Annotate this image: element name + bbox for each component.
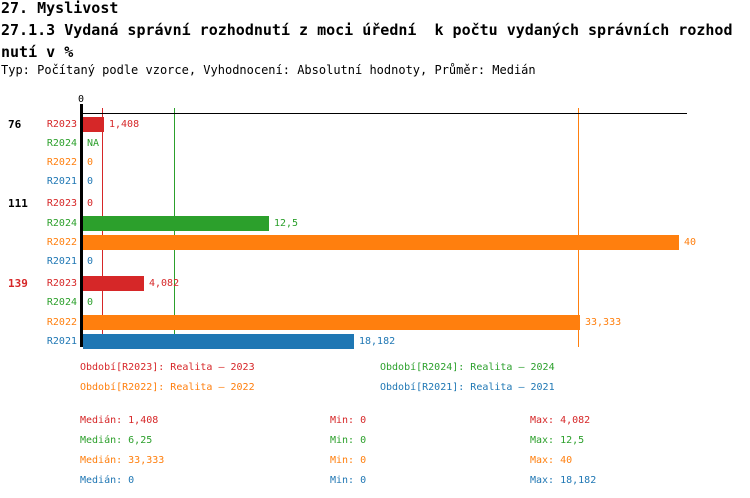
legend-item-r2021: Období[R2021]: Realita – 2021 [380,382,555,393]
value-label: 0 [87,157,94,169]
legend-item-r2024: Období[R2024]: Realita – 2024 [380,362,555,373]
chart-row-139-r2021: R2021 18,182 [0,332,750,351]
chart-row-139-r2024: R2024 0 [0,293,750,312]
indicator-meta: Typ: Počítaný podle vzorce, Vyhodnocení:… [1,63,536,77]
stat-min-r2024: Min: 0 [330,435,367,446]
series-row-label: R2024 [46,217,77,229]
stat-min-r2022: Min: 0 [330,455,367,466]
series-row-label: R2022 [46,236,77,248]
bar-r2023 [83,116,104,132]
value-label: 0 [87,297,94,309]
bar-chart: 0 76 R2023 1,408 R2024 NA R2022 0 R2021 0 111 R202… [0,95,750,355]
chapter-title: 27. Myslivost [1,0,119,17]
chart-row-111-r2023: 111 R2023 0 [0,194,750,213]
stat-min-r2021: Min: 0 [330,475,367,486]
stat-max-r2021: Max: 18,182 [530,475,597,486]
group-label: 76 [8,117,22,131]
chart-row-76-r2024: R2024 NA [0,134,750,153]
value-label: 4,082 [149,277,180,289]
series-row-label: R2022 [46,157,77,169]
value-label: 18,182 [359,335,396,347]
legend-item-r2022: Období[R2022]: Realita – 2022 [80,382,255,393]
value-label: 0 [87,256,94,268]
stat-max-r2022: Max: 40 [530,455,573,466]
bar-r2024 [83,215,269,231]
stat-median-r2024: Medián: 6,25 [80,435,153,446]
value-label: 1,408 [109,118,140,130]
stat-min-r2023: Min: 0 [330,415,367,426]
group-label: 111 [8,197,28,211]
value-label: NA [87,137,100,149]
stat-median-r2021: Medián: 0 [80,475,135,486]
series-row-label: R2024 [46,137,77,149]
axis-zero-tick-label: 0 [78,94,85,105]
group-label: 139 [8,276,28,290]
bar-r2023 [83,275,144,291]
bar-r2021 [83,333,354,349]
legend-item-r2023: Období[R2023]: Realita – 2023 [80,362,255,373]
chart-row-139-r2023: 139 R2023 4,082 [0,274,750,293]
value-label: 0 [87,176,94,188]
bar-r2022 [83,234,679,250]
indicator-title-line2: nutí v % [1,43,74,61]
series-row-label: R2023 [46,198,77,210]
value-label: 33,333 [585,316,622,328]
chart-row-76-r2021: R2021 0 [0,172,750,191]
value-label: 40 [684,236,697,248]
series-row-label: R2023 [46,277,77,289]
chart-row-76-r2023: 76 R2023 1,408 [0,115,750,134]
value-label: 12,5 [274,217,299,229]
chart-row-139-r2022: R2022 33,333 [0,313,750,332]
chart-row-111-r2024: R2024 12,5 [0,214,750,233]
bar-r2022 [83,314,580,330]
stat-max-r2023: Max: 4,082 [530,415,591,426]
series-row-label: R2021 [46,176,77,188]
chart-row-111-r2022: R2022 40 [0,233,750,252]
series-row-label: R2021 [46,335,77,347]
series-row-label: R2023 [46,118,77,130]
chart-row-76-r2022: R2022 0 [0,153,750,172]
stat-max-r2024: Max: 12,5 [530,435,585,446]
axis-top-line [80,113,687,114]
stat-median-r2022: Medián: 33,333 [80,455,165,466]
value-label: 0 [87,198,94,210]
axis-vertical-line [80,104,83,347]
series-row-label: R2022 [46,316,77,328]
indicator-title-line1: 27.1.3 Vydaná správní rozhodnutí z moci … [1,21,733,39]
series-row-label: R2021 [46,256,77,268]
series-row-label: R2024 [46,297,77,309]
chart-row-111-r2021: R2021 0 [0,252,750,271]
stat-median-r2023: Medián: 1,408 [80,415,159,426]
median-line-r2022 [578,108,579,347]
